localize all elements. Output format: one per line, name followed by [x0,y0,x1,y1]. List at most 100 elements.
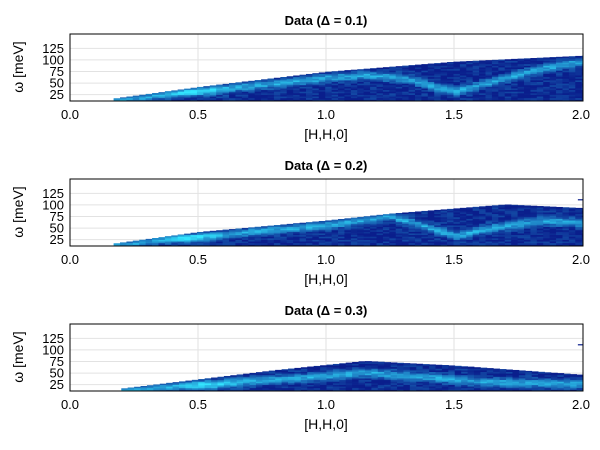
heatmap-cell [273,236,281,239]
heatmap-cell [344,76,352,79]
heatmap-cell [389,71,397,74]
heatmap-cell [536,215,544,218]
heatmap-cell [434,218,442,221]
heatmap-cell [402,216,409,219]
heatmap-cell [493,376,501,379]
heatmap-cell [339,382,347,385]
heatmap-cell [453,223,461,226]
heatmap-cell [408,79,416,82]
heatmap-cell [402,244,409,246]
heatmap-cell [299,91,307,94]
heatmap-cell [390,373,398,376]
heatmap-cell [389,68,397,71]
heatmap-cell [281,371,289,374]
heatmap-cell [575,221,583,224]
heatmap-cell [241,228,249,231]
heatmap-cell [466,239,474,242]
heatmap-cell [454,381,462,384]
heatmap-cell [416,374,424,377]
heatmap-cell [498,220,506,223]
heatmap-cell [525,387,533,390]
heatmap-cell [395,67,403,70]
heatmap-cell [575,71,583,74]
heatmap-cell [313,382,321,385]
heatmap-cell [352,382,359,385]
heatmap-cell [486,373,494,376]
heatmap-cell [332,371,340,374]
heatmap-cell [395,75,403,78]
heatmap-cell [485,88,493,91]
heatmap-cell [480,367,488,369]
heatmap-cell [512,386,520,389]
heatmap-cell [435,374,443,377]
heatmap-cell [185,389,193,391]
heatmap-cell [390,378,398,381]
heatmap-cell [241,242,249,245]
heatmap-cell [453,83,461,86]
heatmap-cell [562,213,570,216]
heatmap-cell [126,96,134,99]
heatmap-cell [364,363,372,366]
heatmap-cell [248,89,256,92]
heatmap-cell [332,365,340,368]
heatmap-cell [429,381,436,384]
heatmap-cell [198,379,206,381]
panel-1-xtick-label: 0.5 [189,252,207,267]
heatmap-cell [461,381,468,384]
heatmap-cell [549,224,557,227]
heatmap-cell [414,234,422,237]
heatmap-cell [255,376,263,379]
heatmap-cell [229,94,236,97]
heatmap-cell [459,78,467,81]
heatmap-cell [376,215,384,218]
heatmap-cell [402,92,409,95]
heatmap-cell [280,231,288,234]
heatmap-cell [575,58,583,61]
heatmap-cell [499,386,507,389]
heatmap-cell [376,75,384,78]
heatmap-cell [498,236,506,239]
heatmap-cell [338,97,345,100]
heatmap-cell [479,97,486,100]
heatmap-cell [575,88,583,91]
heatmap-cell [241,94,249,97]
heatmap-cell [466,71,474,74]
heatmap-cell [223,381,231,384]
heatmap-cell [339,386,347,389]
heatmap-cell [575,55,583,58]
heatmap-cell [235,82,243,84]
heatmap-cell [152,242,159,245]
heatmap-cell [389,76,397,79]
heatmap-cell [299,88,307,91]
heatmap-cell [440,71,448,74]
heatmap-cell [524,75,531,78]
heatmap-cell [557,387,565,390]
heatmap-cell [581,58,583,61]
heatmap-cell [229,239,236,242]
heatmap-cell [294,378,302,381]
heatmap-cell [267,234,275,237]
heatmap-cell [357,241,365,244]
heatmap-cell [370,241,377,244]
heatmap-cell [517,81,525,84]
heatmap-cell [511,92,518,95]
heatmap-cell [434,226,442,229]
heatmap-cell [293,92,300,95]
heatmap-cell [557,376,565,379]
heatmap-cell [402,88,409,91]
heatmap-cell [414,239,422,242]
heatmap-cell [293,234,300,237]
heatmap-cell [491,221,499,224]
heatmap-cell [453,237,461,240]
heatmap-cell [370,68,377,71]
heatmap-cell [286,231,294,234]
heatmap-cell [485,233,493,236]
heatmap-cell [581,218,583,221]
heatmap-cell [299,75,307,78]
heatmap-cell [416,389,424,391]
heatmap-cell [491,96,499,99]
heatmap-cell [414,99,422,101]
heatmap-cell [473,374,481,377]
heatmap-cell [498,94,506,97]
heatmap-cell [536,207,544,210]
